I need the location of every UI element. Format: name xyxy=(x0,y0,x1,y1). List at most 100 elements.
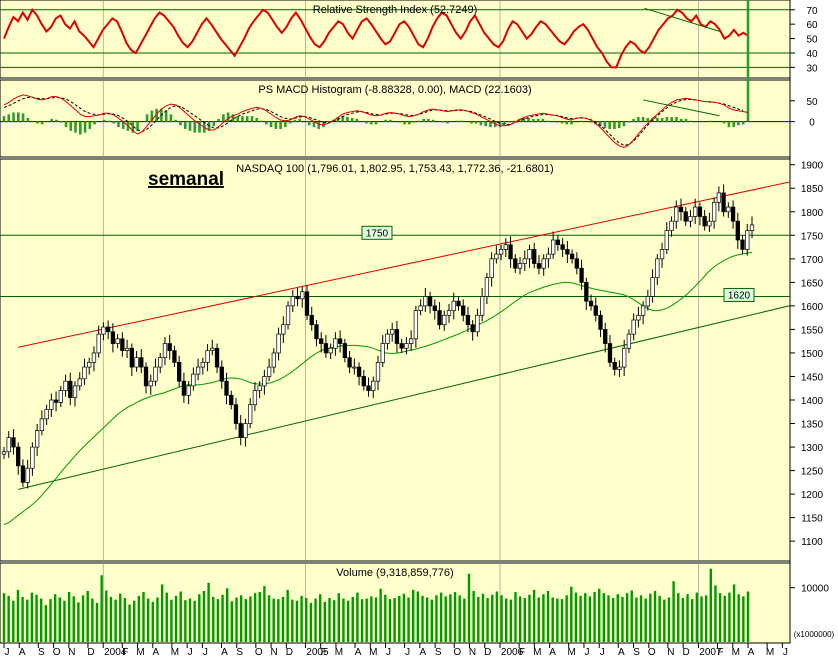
level-label-box xyxy=(361,225,393,240)
candle-body xyxy=(607,343,613,363)
candle-body xyxy=(522,258,527,264)
candle-body xyxy=(513,258,518,269)
candle-body xyxy=(224,380,229,396)
x-tick-label: D xyxy=(87,647,94,657)
candle-body xyxy=(200,362,205,368)
candle-body xyxy=(257,385,262,391)
x-tick-label: S xyxy=(38,647,45,657)
candle-body xyxy=(172,350,177,363)
candle-body xyxy=(361,376,366,387)
x-tick-label: 2004 xyxy=(104,647,127,657)
x-tick-label: J xyxy=(188,647,193,657)
candle-body xyxy=(418,305,423,311)
y-tick-label: 70 xyxy=(806,6,818,17)
signal-line xyxy=(3,96,744,146)
rsi-line xyxy=(3,7,749,69)
level-label: 1750 xyxy=(366,228,389,239)
x-tick-label: M xyxy=(533,647,541,657)
x-tick-label: 2006 xyxy=(501,647,524,657)
candle-body xyxy=(697,206,703,217)
rsi-title: Relative Strength Index (52.7249) xyxy=(313,4,478,16)
candle-body xyxy=(484,277,490,297)
x-tick-label: O xyxy=(53,647,61,657)
candle-body xyxy=(300,291,305,300)
x-tick-label: J xyxy=(600,647,605,657)
candle-body xyxy=(655,258,660,278)
x-tick-label: A xyxy=(420,647,427,657)
price-panel-content: 1750 1620 1900 1850 1800 1750 1700 1650 1600 1550… xyxy=(0,161,824,548)
x-tick-label: J xyxy=(203,647,208,657)
candle-body xyxy=(664,230,669,250)
x-tick-label: 2007 xyxy=(699,647,722,657)
candle-body xyxy=(423,296,428,307)
candle-body xyxy=(134,357,139,368)
candle-body xyxy=(271,352,276,368)
candle-body xyxy=(711,202,717,222)
x-tick-label: O xyxy=(453,647,461,657)
candle-body xyxy=(399,343,404,349)
candle-body xyxy=(498,249,504,255)
price-panel xyxy=(0,158,791,562)
rsi-divergence-line xyxy=(644,7,720,32)
candle-body xyxy=(214,347,220,368)
x-tick-label: F xyxy=(122,647,128,657)
candle-body xyxy=(143,366,149,387)
candle-body xyxy=(404,343,409,349)
candle-body xyxy=(323,343,329,354)
candle-body xyxy=(238,423,243,438)
candle-body xyxy=(456,300,461,307)
candle-body xyxy=(380,343,385,363)
x-tick-label: S xyxy=(236,647,243,657)
candle-body xyxy=(385,333,390,344)
x-tick-label: A xyxy=(549,647,556,657)
candle-body xyxy=(49,399,54,410)
candle-body xyxy=(669,220,674,231)
candle-body xyxy=(205,350,210,363)
candle-body xyxy=(281,324,286,335)
candle-body xyxy=(153,366,158,382)
trend-channel-line xyxy=(18,305,791,490)
x-tick-label: N xyxy=(270,647,277,657)
candle-body xyxy=(319,338,324,344)
candle-body xyxy=(536,263,542,269)
candle-body xyxy=(617,366,622,370)
candle-body xyxy=(451,300,456,311)
x-tick-label: F xyxy=(519,647,525,657)
y-tick-label: 1100 xyxy=(801,537,823,548)
candle-body xyxy=(683,211,688,222)
y-tick-label: 1300 xyxy=(801,443,824,454)
candle-body xyxy=(148,380,153,387)
candle-body xyxy=(44,409,49,420)
candle-body xyxy=(730,206,736,222)
y-tick-label: 1250 xyxy=(801,467,824,478)
candle-body xyxy=(1,451,7,455)
x-tick-label: D xyxy=(286,647,293,657)
x-tick-label: D xyxy=(683,647,690,657)
candle-body xyxy=(11,437,16,448)
chart-heading: semanal xyxy=(148,169,224,190)
candle-body xyxy=(124,347,130,351)
candle-body xyxy=(560,244,565,250)
candle-body xyxy=(517,263,523,269)
candle-body xyxy=(304,291,310,316)
rsi-panel-content: 70 60 50 40 30 xyxy=(0,6,818,74)
volume-title: Volume (9,318,859,776) xyxy=(336,567,453,579)
candle-body xyxy=(432,305,437,311)
price-title: NASDAQ 100 (1,796.01, 1,802.95, 1,753.43… xyxy=(236,163,553,175)
x-tick-label: N xyxy=(667,647,674,657)
candle-body xyxy=(446,310,452,316)
candle-body xyxy=(494,253,499,260)
candle-body xyxy=(276,333,281,354)
candle-body xyxy=(693,206,698,217)
x-tick-label: J xyxy=(783,647,788,657)
candle-body xyxy=(645,296,650,307)
candle-body xyxy=(721,192,726,213)
y-tick-label: 50 xyxy=(806,97,818,108)
candle-body xyxy=(337,338,343,344)
candle-body xyxy=(290,296,295,307)
candle-body xyxy=(413,310,419,340)
candle-body xyxy=(598,314,603,330)
candle-body xyxy=(314,324,319,340)
candle-body xyxy=(210,347,215,351)
y-tick-label: 1400 xyxy=(801,396,824,407)
